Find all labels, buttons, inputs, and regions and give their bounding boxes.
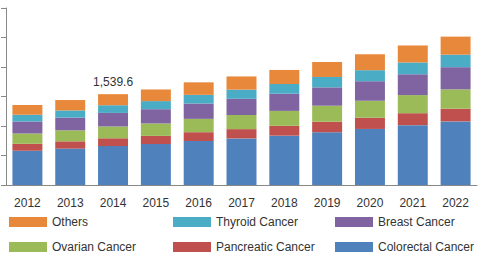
svg-text:2018: 2018 (271, 196, 298, 210)
svg-text:2017: 2017 (228, 196, 255, 210)
svg-text:2014: 2014 (100, 196, 127, 210)
svg-text:Pancreatic Cancer: Pancreatic Cancer (216, 240, 315, 254)
svg-text:Ovarian Cancer: Ovarian Cancer (52, 240, 136, 254)
svg-text:Thyroid Cancer: Thyroid Cancer (216, 215, 298, 229)
svg-text:Others: Others (52, 215, 88, 229)
svg-text:Colorectal Cancer: Colorectal Cancer (378, 240, 474, 254)
svg-text:2022: 2022 (442, 196, 469, 210)
svg-text:2019: 2019 (314, 196, 341, 210)
svg-text:2012: 2012 (14, 196, 41, 210)
svg-text:Breast Cancer: Breast Cancer (378, 215, 455, 229)
svg-text:2016: 2016 (185, 196, 212, 210)
svg-text:2021: 2021 (399, 196, 426, 210)
svg-text:2020: 2020 (357, 196, 384, 210)
svg-text:1,539.6: 1,539.6 (93, 75, 133, 89)
svg-text:2013: 2013 (57, 196, 84, 210)
svg-text:2015: 2015 (143, 196, 170, 210)
